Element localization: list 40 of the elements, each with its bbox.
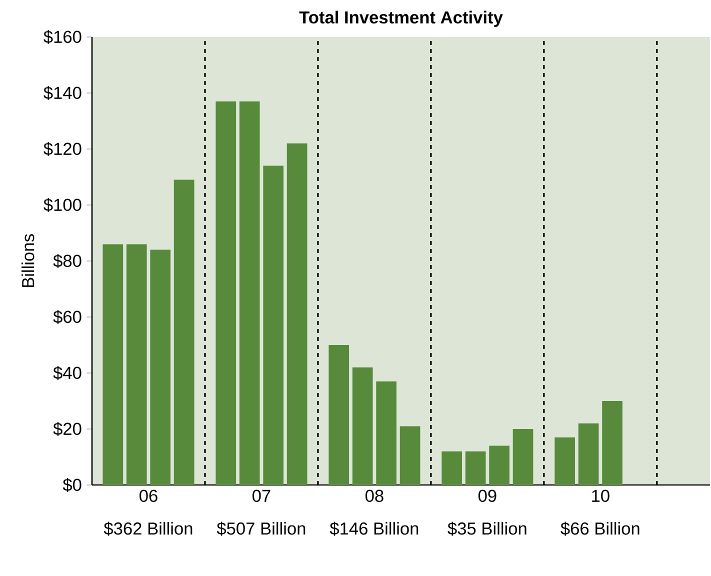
bar [400, 426, 420, 485]
bar [328, 345, 350, 485]
bar [489, 446, 510, 485]
y-tick-label: $120 [44, 142, 82, 156]
bar [465, 451, 486, 485]
bar [578, 423, 599, 485]
bar [174, 180, 194, 485]
y-tick-label: $140 [44, 86, 82, 100]
y-tick-label: $80 [53, 254, 82, 268]
y-tick-label: $100 [44, 198, 82, 212]
bar [602, 401, 622, 485]
bar [442, 451, 462, 485]
x-tick-label: 08 [365, 490, 384, 502]
bar [126, 244, 147, 485]
chart-title: Total Investment Activity [299, 10, 503, 27]
x-tick-label: 10 [592, 490, 610, 502]
y-tick-label: $40 [53, 366, 82, 380]
bar [263, 166, 284, 485]
y-tick-label: $60 [53, 310, 82, 324]
bar [352, 367, 373, 485]
bar [554, 437, 575, 485]
bar [216, 101, 236, 485]
y-tick-label: $20 [53, 422, 82, 436]
bar [376, 381, 396, 485]
y-axis-title: Billions [22, 234, 34, 288]
x-tick-label: 09 [478, 490, 496, 502]
text: $507 Billion [216, 522, 306, 536]
text: $146 Billion [330, 522, 418, 536]
x-tick-label: 06 [140, 490, 158, 502]
y-tick-label: $160 [44, 30, 82, 44]
bar [512, 429, 534, 485]
bar [239, 101, 260, 485]
bar [102, 244, 124, 485]
bar [150, 250, 171, 485]
text: $362 Billion [104, 522, 192, 536]
text: $66 Billion [560, 522, 640, 536]
text: $35 Billion [448, 522, 526, 536]
bar [286, 143, 308, 485]
x-tick-label: 07 [252, 490, 270, 502]
y-tick-label: $0 [62, 478, 82, 492]
